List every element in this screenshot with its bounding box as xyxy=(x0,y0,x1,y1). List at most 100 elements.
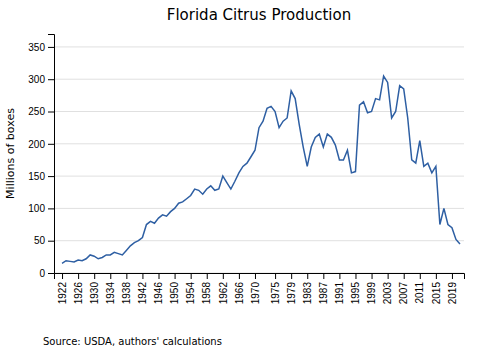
x-tick: 1987 xyxy=(318,273,329,304)
x-tick-label: 1987 xyxy=(318,282,329,305)
x-tick-mark xyxy=(420,273,421,279)
x-tick: 1954 xyxy=(185,273,196,304)
x-tick: 2003 xyxy=(382,273,393,304)
plot-area xyxy=(62,76,460,263)
y-tick: 50 xyxy=(34,235,54,246)
annotation: Source: USDA, authors' calculations xyxy=(43,336,222,347)
x-tick: 1983 xyxy=(302,273,313,304)
x-tick-mark xyxy=(78,273,79,279)
y-tick: 250 xyxy=(28,106,54,117)
x-tick-label: 1934 xyxy=(105,282,116,305)
x-tick: 1922 xyxy=(57,273,68,304)
x-tick: 1975 xyxy=(270,273,281,304)
x-tick-mark xyxy=(388,273,389,279)
x-tick-label: 1950 xyxy=(169,282,180,305)
y-tick-mark xyxy=(48,112,54,113)
x-tick-mark xyxy=(339,273,340,279)
x-tick-label: 1946 xyxy=(153,282,164,305)
x-tick-mark xyxy=(355,273,356,279)
y-tick-mark xyxy=(48,273,54,274)
x-tick-mark xyxy=(191,273,192,279)
y-tick: 100 xyxy=(28,203,54,214)
x-tick-mark xyxy=(126,273,127,279)
y-tick-mark xyxy=(48,241,54,242)
y-axis: 0 50 100 150 200 250 300 350 xyxy=(28,35,54,279)
x-tick-mark xyxy=(372,273,373,279)
x-tick-label: 2011 xyxy=(414,282,425,304)
x-tick-mark xyxy=(404,273,405,279)
x-tick-label: 1930 xyxy=(89,282,100,305)
x-tick-mark xyxy=(62,273,63,279)
x-tick-mark xyxy=(207,273,208,279)
grid-line xyxy=(54,111,464,112)
x-axis-line xyxy=(55,274,465,280)
x-tick-label: 1926 xyxy=(73,282,84,305)
y-tick-label: 300 xyxy=(28,74,45,85)
x-tick-label: 1983 xyxy=(302,282,313,305)
x-tick: 1999 xyxy=(366,273,377,304)
x-tick-label: 1999 xyxy=(366,282,377,305)
x-tick-mark xyxy=(436,273,437,279)
x-tick-label: 1995 xyxy=(350,282,361,305)
x-tick: 1934 xyxy=(105,273,116,304)
x-tick-mark xyxy=(110,273,111,279)
x-axis: 1922192619301934193819421946195019541958… xyxy=(55,273,465,304)
grid-line xyxy=(54,46,464,47)
x-tick-mark xyxy=(175,273,176,279)
x-tick-label: 1991 xyxy=(334,282,345,305)
y-tick-mark xyxy=(48,208,54,209)
y-tick-mark xyxy=(48,79,54,80)
x-tick-mark xyxy=(159,273,160,279)
series-line xyxy=(62,76,460,263)
y-tick-label: 200 xyxy=(28,139,45,150)
x-tick: 2019 xyxy=(447,273,458,304)
x-tick-label: 1970 xyxy=(250,282,261,305)
x-tick: 1942 xyxy=(137,273,148,304)
x-tick-label: 1962 xyxy=(218,282,229,305)
y-tick-label: 150 xyxy=(28,171,45,182)
x-tick-label: 1975 xyxy=(270,282,281,305)
grid-line xyxy=(54,208,464,209)
x-tick-label: 2019 xyxy=(447,282,458,305)
x-tick-label: 1966 xyxy=(234,282,245,305)
y-axis-line xyxy=(48,35,55,274)
x-tick: 1962 xyxy=(218,273,229,304)
y-tick-mark xyxy=(48,47,54,48)
grid-line xyxy=(54,143,464,144)
x-tick-label: 2015 xyxy=(431,282,442,305)
x-tick: 1946 xyxy=(153,273,164,304)
x-tick: 1938 xyxy=(121,273,132,304)
y-tick: 350 xyxy=(28,42,54,53)
x-tick-mark xyxy=(275,273,276,279)
y-tick: 200 xyxy=(28,139,54,150)
y-tick-label: 0 xyxy=(39,268,45,279)
grid-line xyxy=(54,240,464,241)
x-tick-mark xyxy=(142,273,143,279)
title: Florida Citrus Production xyxy=(167,6,351,24)
x-tick: 2015 xyxy=(431,273,442,304)
y-tick-mark xyxy=(48,144,54,145)
y-tick: 150 xyxy=(28,171,54,182)
y-tick-label: 250 xyxy=(28,106,45,117)
y-tick-label: 50 xyxy=(34,235,46,246)
x-tick: 1950 xyxy=(169,273,180,304)
x-tick-mark xyxy=(291,273,292,279)
x-tick: 2011 xyxy=(414,273,425,304)
x-tick: 1995 xyxy=(350,273,361,304)
y-tick-label: 350 xyxy=(28,42,45,53)
x-tick-label: 2003 xyxy=(382,282,393,305)
y-tick: 0 xyxy=(39,268,54,279)
chart: 0 50 100 150 200 250 300 350 1922 1926 1930 1934 193… xyxy=(0,0,480,353)
x-tick-mark xyxy=(94,273,95,279)
x-tick: 1926 xyxy=(73,273,84,304)
x-tick-mark xyxy=(239,273,240,279)
x-tick-label: 1938 xyxy=(121,282,132,305)
y-tick-mark xyxy=(48,176,54,177)
grid xyxy=(54,47,464,273)
x-tick-mark xyxy=(452,273,453,279)
x-tick-label: 1954 xyxy=(185,282,196,305)
x-tick: 2007 xyxy=(398,273,409,304)
y-tick-label: 100 xyxy=(28,203,45,214)
x-tick-mark xyxy=(307,273,308,279)
y-axis-title: Millions of boxes xyxy=(4,108,17,199)
